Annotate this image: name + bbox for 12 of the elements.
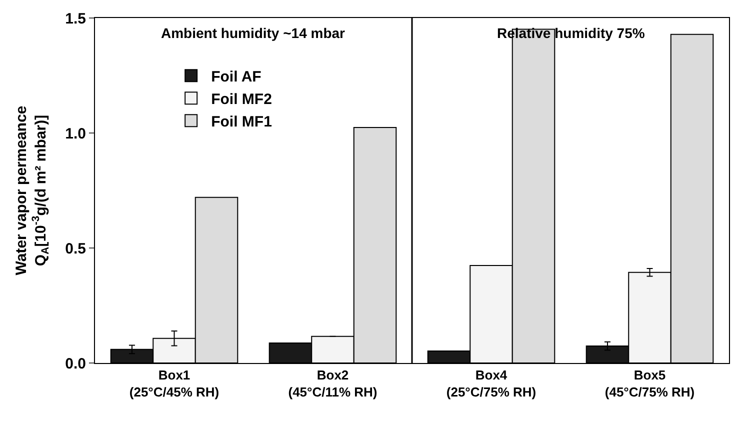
y-tick-label: 1.0 (65, 125, 86, 142)
x-tick-label: Box5 (45°C/75% RH) (604, 368, 695, 400)
legend-label: Foil AF (211, 68, 262, 86)
y-tick-label: 0.5 (65, 240, 86, 258)
y-tick-label: 0.0 (65, 355, 86, 372)
x-tick-label: Box1 (25°C/45% RH) (129, 368, 220, 400)
annotation: Ambient humidity ~14 mbar (161, 25, 346, 41)
x-tick-label: Box4 (25°C/75% RH) (446, 368, 536, 400)
legend-label: Foil MF1 (211, 114, 272, 130)
y-tick-label: 1.5 (65, 10, 86, 28)
legend-label: Foil MF2 (211, 91, 272, 108)
x-tick-label: Box2 (45°C/11% RH) (288, 368, 378, 400)
